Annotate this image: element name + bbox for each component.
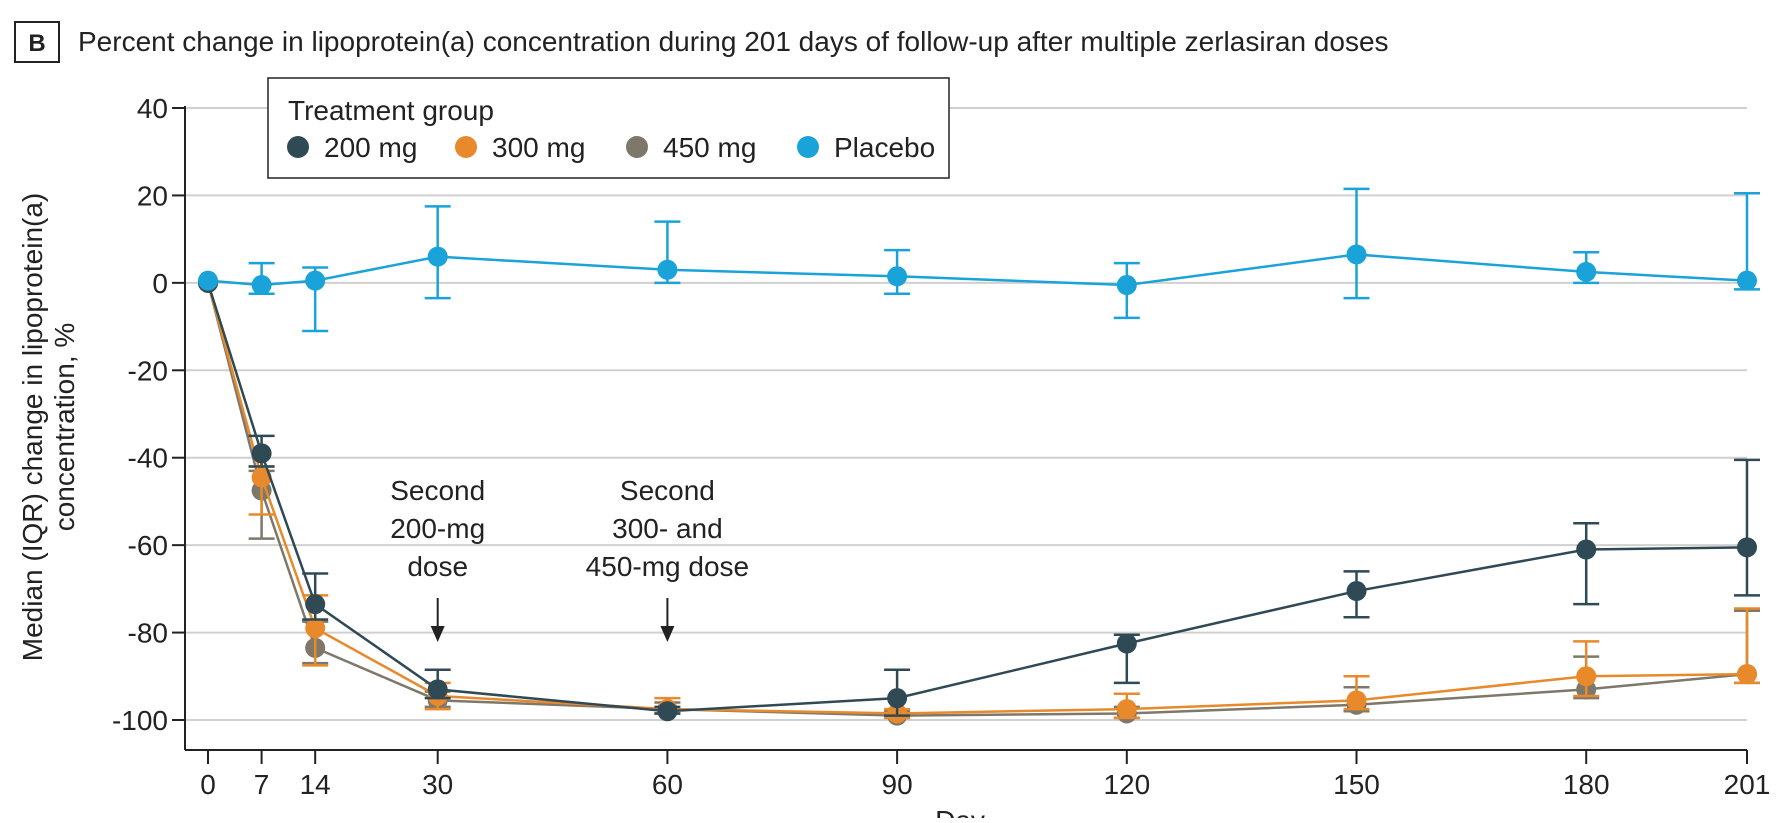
data-point-200-mg bbox=[1346, 581, 1367, 602]
data-point-placebo bbox=[251, 275, 272, 296]
annotation-arrow-head bbox=[660, 626, 675, 642]
data-point-200-mg bbox=[427, 679, 448, 700]
panel-label: B bbox=[28, 30, 45, 57]
legend-marker-300-mg bbox=[455, 136, 477, 158]
data-point-300-mg bbox=[1116, 699, 1137, 720]
y-tick-label: -80 bbox=[128, 618, 168, 649]
data-point-300-mg bbox=[1346, 690, 1367, 711]
annotation-text: Second bbox=[620, 475, 715, 506]
data-point-200-mg bbox=[657, 701, 678, 722]
x-tick-label: 150 bbox=[1333, 769, 1380, 800]
legend-label-placebo: Placebo bbox=[834, 132, 935, 163]
y-tick-label: -40 bbox=[128, 443, 168, 474]
annotation-text: 300- and bbox=[612, 513, 723, 544]
x-tick-label: 7 bbox=[254, 769, 270, 800]
data-point-200-mg bbox=[305, 594, 326, 615]
data-point-placebo bbox=[1737, 270, 1757, 291]
data-point-200-mg bbox=[251, 443, 272, 464]
x-tick-label: 120 bbox=[1103, 769, 1150, 800]
data-point-placebo bbox=[1346, 244, 1367, 265]
legend-marker-450-mg bbox=[626, 136, 648, 158]
x-tick-label: 201 bbox=[1724, 769, 1771, 800]
series-line-300-mg bbox=[206, 282, 1748, 715]
data-point-placebo bbox=[427, 246, 448, 267]
data-point-placebo bbox=[657, 259, 678, 280]
x-tick-label: 180 bbox=[1563, 769, 1610, 800]
y-axis-label-line-1: Median (IQR) change in lipoprotein(a) bbox=[17, 193, 48, 661]
dose-annotation-2: Second 300- and 450-mg dose bbox=[586, 475, 749, 642]
axes-layer: 40 20 0 -20 -40 -60 -80 -100 0 7 14 30 60 90 120 150 180… bbox=[112, 93, 1770, 800]
data-point-placebo bbox=[1576, 261, 1597, 282]
annotation-text: dose bbox=[407, 551, 468, 582]
y-tick-label: 20 bbox=[137, 180, 168, 211]
legend-marker-200-mg bbox=[287, 136, 309, 158]
y-tick-label: -100 bbox=[112, 705, 168, 736]
y-tick-label: 40 bbox=[137, 93, 168, 124]
series-line-200-mg bbox=[206, 282, 1748, 713]
data-point-300-mg bbox=[305, 618, 326, 639]
data-point-300-mg bbox=[1737, 664, 1757, 685]
legend: Treatment group 200 mg 300 mg 450 mg Placebo bbox=[267, 77, 950, 179]
y-tick-label: -60 bbox=[128, 530, 168, 561]
legend-label-300-mg: 300 mg bbox=[492, 132, 585, 163]
data-point-placebo bbox=[198, 270, 218, 291]
x-tick-label: 14 bbox=[300, 769, 331, 800]
y-tick-label: 0 bbox=[152, 268, 168, 299]
data-point-300-mg bbox=[251, 467, 272, 488]
data-point-placebo bbox=[1116, 275, 1137, 296]
series-layer bbox=[198, 187, 1760, 726]
annotation-layer: Second 200-mg dose Second 300- and 450-mg dos… bbox=[390, 475, 749, 642]
x-axis-label: Day bbox=[935, 805, 985, 818]
series-placebo bbox=[198, 187, 1760, 333]
data-point-300-mg bbox=[1576, 666, 1597, 687]
series-200-mg bbox=[198, 272, 1760, 722]
series-line-placebo bbox=[207, 253, 1748, 287]
legend-title: Treatment group bbox=[288, 95, 494, 126]
legend-label-450-mg: 450 mg bbox=[663, 132, 756, 163]
data-point-200-mg bbox=[1116, 633, 1137, 654]
dose-annotation-1: Second 200-mg dose bbox=[390, 475, 485, 642]
data-point-placebo bbox=[887, 266, 908, 287]
legend-label-200-mg: 200 mg bbox=[324, 132, 417, 163]
legend-box bbox=[267, 77, 950, 179]
annotation-text: Second bbox=[390, 475, 485, 506]
data-point-200-mg bbox=[1737, 537, 1757, 558]
data-point-placebo bbox=[305, 270, 326, 291]
data-point-200-mg bbox=[887, 688, 908, 709]
x-tick-label: 30 bbox=[422, 769, 453, 800]
legend-marker-placebo bbox=[797, 136, 819, 158]
x-tick-label: 0 bbox=[200, 769, 216, 800]
x-tick-label: 90 bbox=[882, 769, 913, 800]
y-axis-label-line-2: concentration, % bbox=[49, 323, 80, 532]
data-point-200-mg bbox=[1576, 539, 1597, 560]
grid-layer bbox=[185, 107, 1747, 721]
annotation-arrow-head bbox=[430, 626, 445, 642]
annotation-text: 200-mg bbox=[390, 513, 485, 544]
x-tick-label: 60 bbox=[652, 769, 683, 800]
panel-label-box bbox=[14, 21, 60, 63]
chart-title: Percent change in lipoprotein(a) concent… bbox=[78, 26, 1389, 57]
y-tick-label: -20 bbox=[128, 355, 168, 386]
annotation-text: 450-mg dose bbox=[586, 551, 749, 582]
